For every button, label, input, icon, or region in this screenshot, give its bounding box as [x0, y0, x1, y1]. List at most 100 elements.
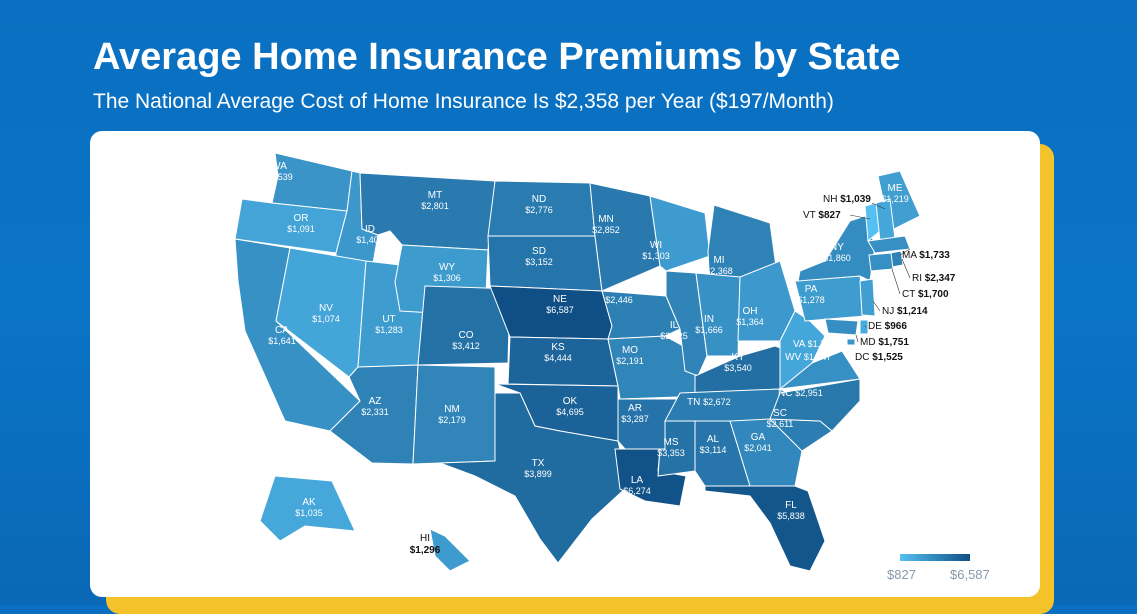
- state-label-ut-value: $1,283: [375, 325, 403, 335]
- state-label-ia-abbr: IA: [614, 284, 624, 295]
- state-label-fl-value: $5,838: [777, 511, 805, 521]
- state-label-ok-value: $4,695: [556, 407, 584, 417]
- state-de[interactable]: [859, 319, 869, 335]
- state-label-ca-abbr: CA: [275, 325, 289, 336]
- state-label-sc-abbr: SC: [773, 408, 787, 419]
- state-in[interactable]: [695, 272, 741, 357]
- state-label-ky-abbr: KY: [731, 352, 745, 363]
- state-callout-nh: NH $1,039: [823, 194, 871, 205]
- state-label-ia-value: $2,446: [605, 295, 633, 305]
- state-label-ak-abbr: AK: [302, 497, 316, 508]
- state-label-id-value: $1,409: [356, 235, 384, 245]
- state-label-me-abbr: ME: [888, 183, 903, 194]
- state-label-pa-value: $1,278: [797, 295, 825, 305]
- state-label-al-abbr: AL: [707, 434, 720, 445]
- state-label-il-abbr: IL: [670, 320, 679, 331]
- state-label-ga-value: $2,041: [744, 443, 772, 453]
- state-label-ne-value: $6,587: [546, 305, 574, 315]
- state-callout-nj: NJ $1,214: [882, 306, 928, 317]
- legend-max-label: $6,587: [950, 567, 990, 582]
- state-label-la-abbr: LA: [631, 475, 644, 486]
- state-label-nm-value: $2,179: [438, 415, 466, 425]
- state-label-mt-value: $2,801: [421, 201, 449, 211]
- state-label-or-abbr: OR: [294, 213, 309, 224]
- state-label-la-value: $6,274: [623, 486, 651, 496]
- state-label-oh-value: $1,364: [736, 317, 764, 327]
- state-tx[interactable]: [439, 392, 629, 564]
- state-label-nd-abbr: ND: [532, 194, 546, 205]
- state-callout-ma: MA $1,733: [902, 250, 950, 261]
- state-md[interactable]: [824, 318, 859, 336]
- state-label-me-value: $1,219: [881, 194, 909, 204]
- state-label-sc-value: $2,611: [767, 419, 794, 429]
- callout-line-nj: [872, 300, 881, 312]
- state-label-mn-value: $2,852: [592, 225, 620, 235]
- state-label-mt-abbr: MT: [428, 190, 442, 201]
- state-label-ks-abbr: KS: [551, 342, 565, 353]
- state-label-nc: NC $2,951: [778, 388, 823, 399]
- state-label-nv-value: $1,074: [312, 314, 340, 324]
- state-wv[interactable]: [779, 310, 826, 391]
- state-label-mo-abbr: MO: [622, 345, 638, 356]
- state-label-ca-value: $1,641: [268, 336, 296, 346]
- state-ga[interactable]: [729, 418, 803, 487]
- state-dc[interactable]: [846, 338, 856, 346]
- state-label-wi-value: $1,303: [642, 251, 670, 261]
- state-label-hi-abbr: HI: [420, 533, 430, 544]
- state-label-va: VA $1,706: [793, 339, 835, 350]
- state-label-wi-abbr: WI: [650, 240, 662, 251]
- callout-line-md: [855, 334, 859, 343]
- callout-line-ri: [901, 258, 911, 279]
- state-label-mn-abbr: MN: [598, 214, 614, 225]
- state-callout-ct: CT $1,700: [902, 289, 949, 300]
- state-callout-dc: DC $1,525: [855, 352, 903, 363]
- state-label-al-value: $3,114: [700, 445, 727, 455]
- state-label-fl-abbr: FL: [785, 500, 797, 511]
- state-label-wy-value: $1,306: [433, 273, 461, 283]
- state-label-in-abbr: IN: [704, 314, 714, 325]
- state-label-wv: WV $1,047: [785, 352, 831, 363]
- state-label-hi-value: $1,296: [410, 545, 441, 556]
- state-label-ny-value: $1,860: [823, 253, 851, 263]
- state-label-co-value: $3,412: [452, 341, 480, 351]
- map-card: WA $1,539 OR $1,091 CA $1,641 ID $1,409 NV $1,074…: [90, 131, 1040, 597]
- state-mn[interactable]: [589, 182, 661, 292]
- callout-line-ct: [891, 268, 901, 295]
- state-label-mo-value: $2,191: [616, 356, 644, 366]
- callout-line-de: [864, 325, 867, 328]
- state-label-ks-value: $4,444: [544, 353, 572, 363]
- state-ct[interactable]: [868, 252, 894, 272]
- state-label-mi-abbr: MI: [713, 255, 724, 266]
- state-label-or-value: $1,091: [287, 224, 315, 234]
- state-label-wa-abbr: WA: [271, 161, 287, 172]
- state-label-az-value: $2,331: [361, 407, 389, 417]
- state-label-ut-abbr: UT: [382, 314, 395, 325]
- state-wi[interactable]: [649, 195, 711, 272]
- state-label-ok-abbr: OK: [563, 396, 578, 407]
- legend-min-label: $827: [887, 567, 916, 582]
- page-title: Average Home Insurance Premiums by State: [93, 36, 901, 78]
- state-fl[interactable]: [704, 485, 826, 572]
- us-map: WA$1,539 OR$1,091 CA$1,641 ID$1,409 NV$1,074…: [234, 152, 956, 572]
- state-label-ne-abbr: NE: [553, 294, 567, 305]
- legend-gradient-bar: [900, 554, 970, 561]
- state-label-ky-value: $3,540: [724, 363, 752, 373]
- state-label-mi-value: $2,368: [705, 266, 733, 276]
- callout-line-nh: [871, 202, 886, 210]
- state-callout-vt: VT $827: [803, 210, 841, 221]
- state-label-nv-abbr: NV: [319, 303, 333, 314]
- state-label-ak-value: $1,035: [295, 508, 323, 518]
- state-label-wy-abbr: WY: [439, 262, 455, 273]
- state-label-wa-value: $1,539: [265, 172, 293, 182]
- state-label-ga-abbr: GA: [751, 432, 766, 443]
- state-callout-ri: RI $2,347: [912, 273, 956, 284]
- callout-line-vt: [849, 214, 871, 220]
- state-label-nd-value: $2,776: [525, 205, 553, 215]
- state-ak[interactable]: [259, 475, 356, 542]
- state-label-tx-abbr: TX: [532, 458, 545, 469]
- state-label-pa-abbr: PA: [805, 284, 818, 295]
- state-label-sd-value: $3,152: [525, 257, 553, 267]
- state-label-sd-abbr: SD: [532, 246, 546, 257]
- state-nj[interactable]: [859, 278, 876, 317]
- state-hi[interactable]: [429, 528, 471, 572]
